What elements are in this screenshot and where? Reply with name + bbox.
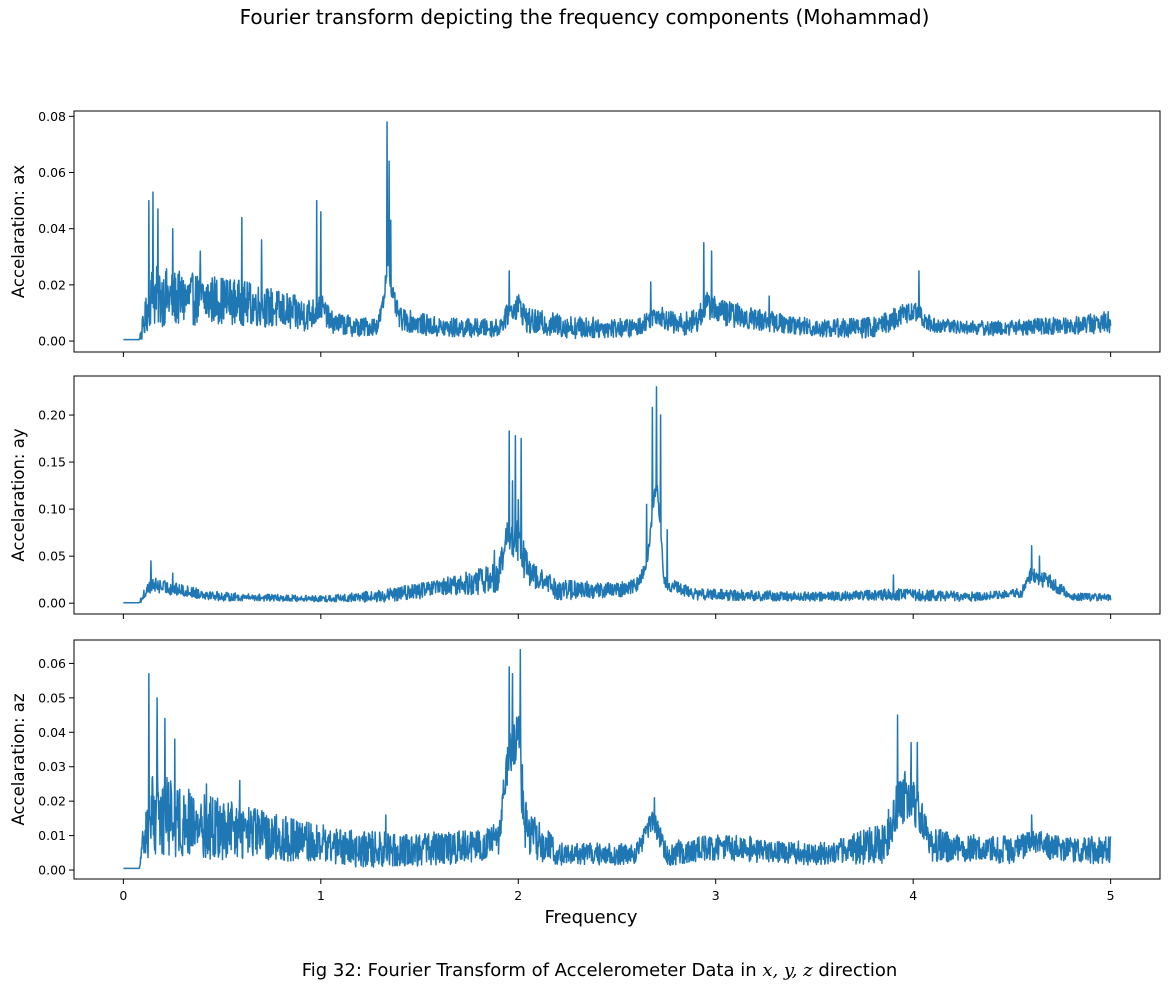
y-tick-label: 0.04 bbox=[38, 221, 66, 236]
figure-caption: Fig 32: Fourier Transform of Acceleromet… bbox=[0, 960, 1169, 981]
y-tick-label: 0.00 bbox=[38, 596, 66, 611]
series-line-3 bbox=[123, 648, 1112, 870]
x-tick-label: 2 bbox=[514, 888, 522, 903]
x-tick-label: 3 bbox=[712, 888, 720, 903]
y-axis-label-2: Accelaration: ay bbox=[9, 428, 28, 561]
y-tick-label: 0.20 bbox=[38, 408, 66, 423]
caption-vars: x, y, z bbox=[762, 960, 813, 981]
y-tick-label: 0.03 bbox=[38, 759, 66, 774]
x-tick-label: 1 bbox=[317, 888, 325, 903]
y-tick-label: 0.10 bbox=[38, 502, 66, 517]
y-tick-label: 0.06 bbox=[38, 165, 66, 180]
y-axis-label-1: Accelaration: ax bbox=[9, 165, 28, 298]
y-tick-label: 0.05 bbox=[38, 690, 66, 705]
caption-prefix: Fig 32: Fourier Transform of Acceleromet… bbox=[301, 960, 763, 981]
y-tick-label: 0.04 bbox=[38, 725, 66, 740]
subplot-3: 0 1 2 3 4 5 0.00 0.01 0.02 0.03 0.04 0.05 0.06 Accela… bbox=[9, 639, 1161, 928]
subplot-1: 0.00 0.02 0.04 0.06 0.08 Accelaration: ax bbox=[9, 109, 1161, 357]
chart-title: Fourier transform depicting the frequenc… bbox=[239, 5, 930, 29]
axes-frame-2 bbox=[73, 375, 1161, 615]
y-tick-label: 0.02 bbox=[38, 794, 66, 809]
axes-frame-1 bbox=[73, 110, 1161, 353]
y-tick-label: 0.15 bbox=[38, 455, 66, 470]
y-tick-label: 0.08 bbox=[38, 109, 66, 124]
y-tick-label: 0.01 bbox=[38, 828, 66, 843]
x-tick-label: 0 bbox=[119, 888, 127, 903]
x-axis-label: Frequency bbox=[545, 907, 638, 928]
caption-suffix: direction bbox=[812, 960, 898, 981]
y-axis-label-3: Accelaration: az bbox=[9, 693, 28, 825]
y-tick-label: 0.06 bbox=[38, 656, 66, 671]
x-tick-label: 5 bbox=[1107, 888, 1115, 903]
axes-frame-3 bbox=[73, 639, 1161, 880]
y-tick-label: 0.05 bbox=[38, 549, 66, 564]
x-tick-label: 4 bbox=[909, 888, 917, 903]
y-tick-label: 0.02 bbox=[38, 277, 66, 292]
y-tick-label: 0.00 bbox=[38, 334, 66, 349]
series-line-2 bbox=[123, 386, 1112, 604]
series-line-1 bbox=[123, 121, 1112, 341]
subplot-2: 0.00 0.05 0.10 0.15 0.20 Accelaration: ay bbox=[9, 375, 1161, 619]
y-tick-label: 0.00 bbox=[38, 863, 66, 878]
